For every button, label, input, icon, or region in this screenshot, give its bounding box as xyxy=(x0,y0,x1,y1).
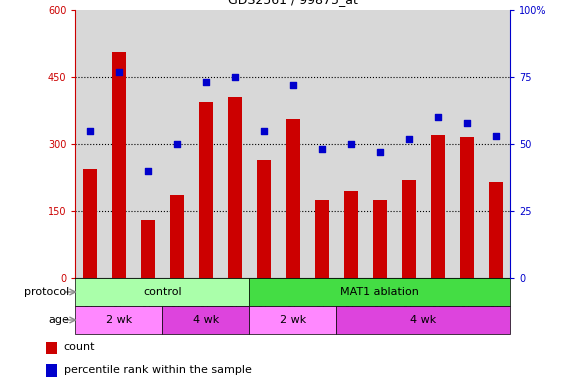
Bar xyxy=(256,160,271,278)
Text: percentile rank within the sample: percentile rank within the sample xyxy=(64,365,252,375)
Point xyxy=(85,127,95,134)
Point xyxy=(433,114,443,120)
Bar xyxy=(249,278,510,306)
Point xyxy=(317,146,327,152)
Point xyxy=(114,69,124,75)
Bar xyxy=(46,341,57,354)
Text: 4 wk: 4 wk xyxy=(410,315,437,325)
Point xyxy=(172,141,182,147)
Bar xyxy=(372,200,387,278)
Point xyxy=(375,149,385,155)
Bar xyxy=(314,200,329,278)
Text: MAT1 ablation: MAT1 ablation xyxy=(340,287,419,297)
Text: 2 wk: 2 wk xyxy=(280,315,306,325)
Text: protocol: protocol xyxy=(24,287,70,297)
Bar xyxy=(459,137,474,278)
Bar xyxy=(285,119,300,278)
Point xyxy=(201,79,211,85)
Text: 4 wk: 4 wk xyxy=(193,315,219,325)
Text: GDS2561 / 99875_at: GDS2561 / 99875_at xyxy=(227,0,357,6)
Bar xyxy=(198,101,213,278)
Point xyxy=(230,74,240,80)
Point xyxy=(346,141,356,147)
Bar xyxy=(343,191,358,278)
Point xyxy=(491,133,501,139)
Bar xyxy=(75,278,249,306)
Bar xyxy=(140,220,155,278)
Point xyxy=(462,119,472,126)
Bar xyxy=(83,169,97,278)
Bar xyxy=(249,306,336,334)
Bar xyxy=(430,135,445,278)
Bar xyxy=(111,53,126,278)
Point xyxy=(143,168,153,174)
Bar xyxy=(162,306,249,334)
Point xyxy=(288,82,298,88)
Point xyxy=(259,127,269,134)
Text: age: age xyxy=(49,315,70,325)
Bar xyxy=(336,306,510,334)
Bar xyxy=(488,182,503,278)
Bar xyxy=(227,97,242,278)
Text: count: count xyxy=(64,343,95,353)
Text: 2 wk: 2 wk xyxy=(106,315,132,325)
Bar xyxy=(169,195,184,278)
Bar xyxy=(401,180,416,278)
Bar xyxy=(46,364,57,376)
Point xyxy=(404,136,414,142)
Text: control: control xyxy=(143,287,182,297)
Bar xyxy=(75,306,162,334)
